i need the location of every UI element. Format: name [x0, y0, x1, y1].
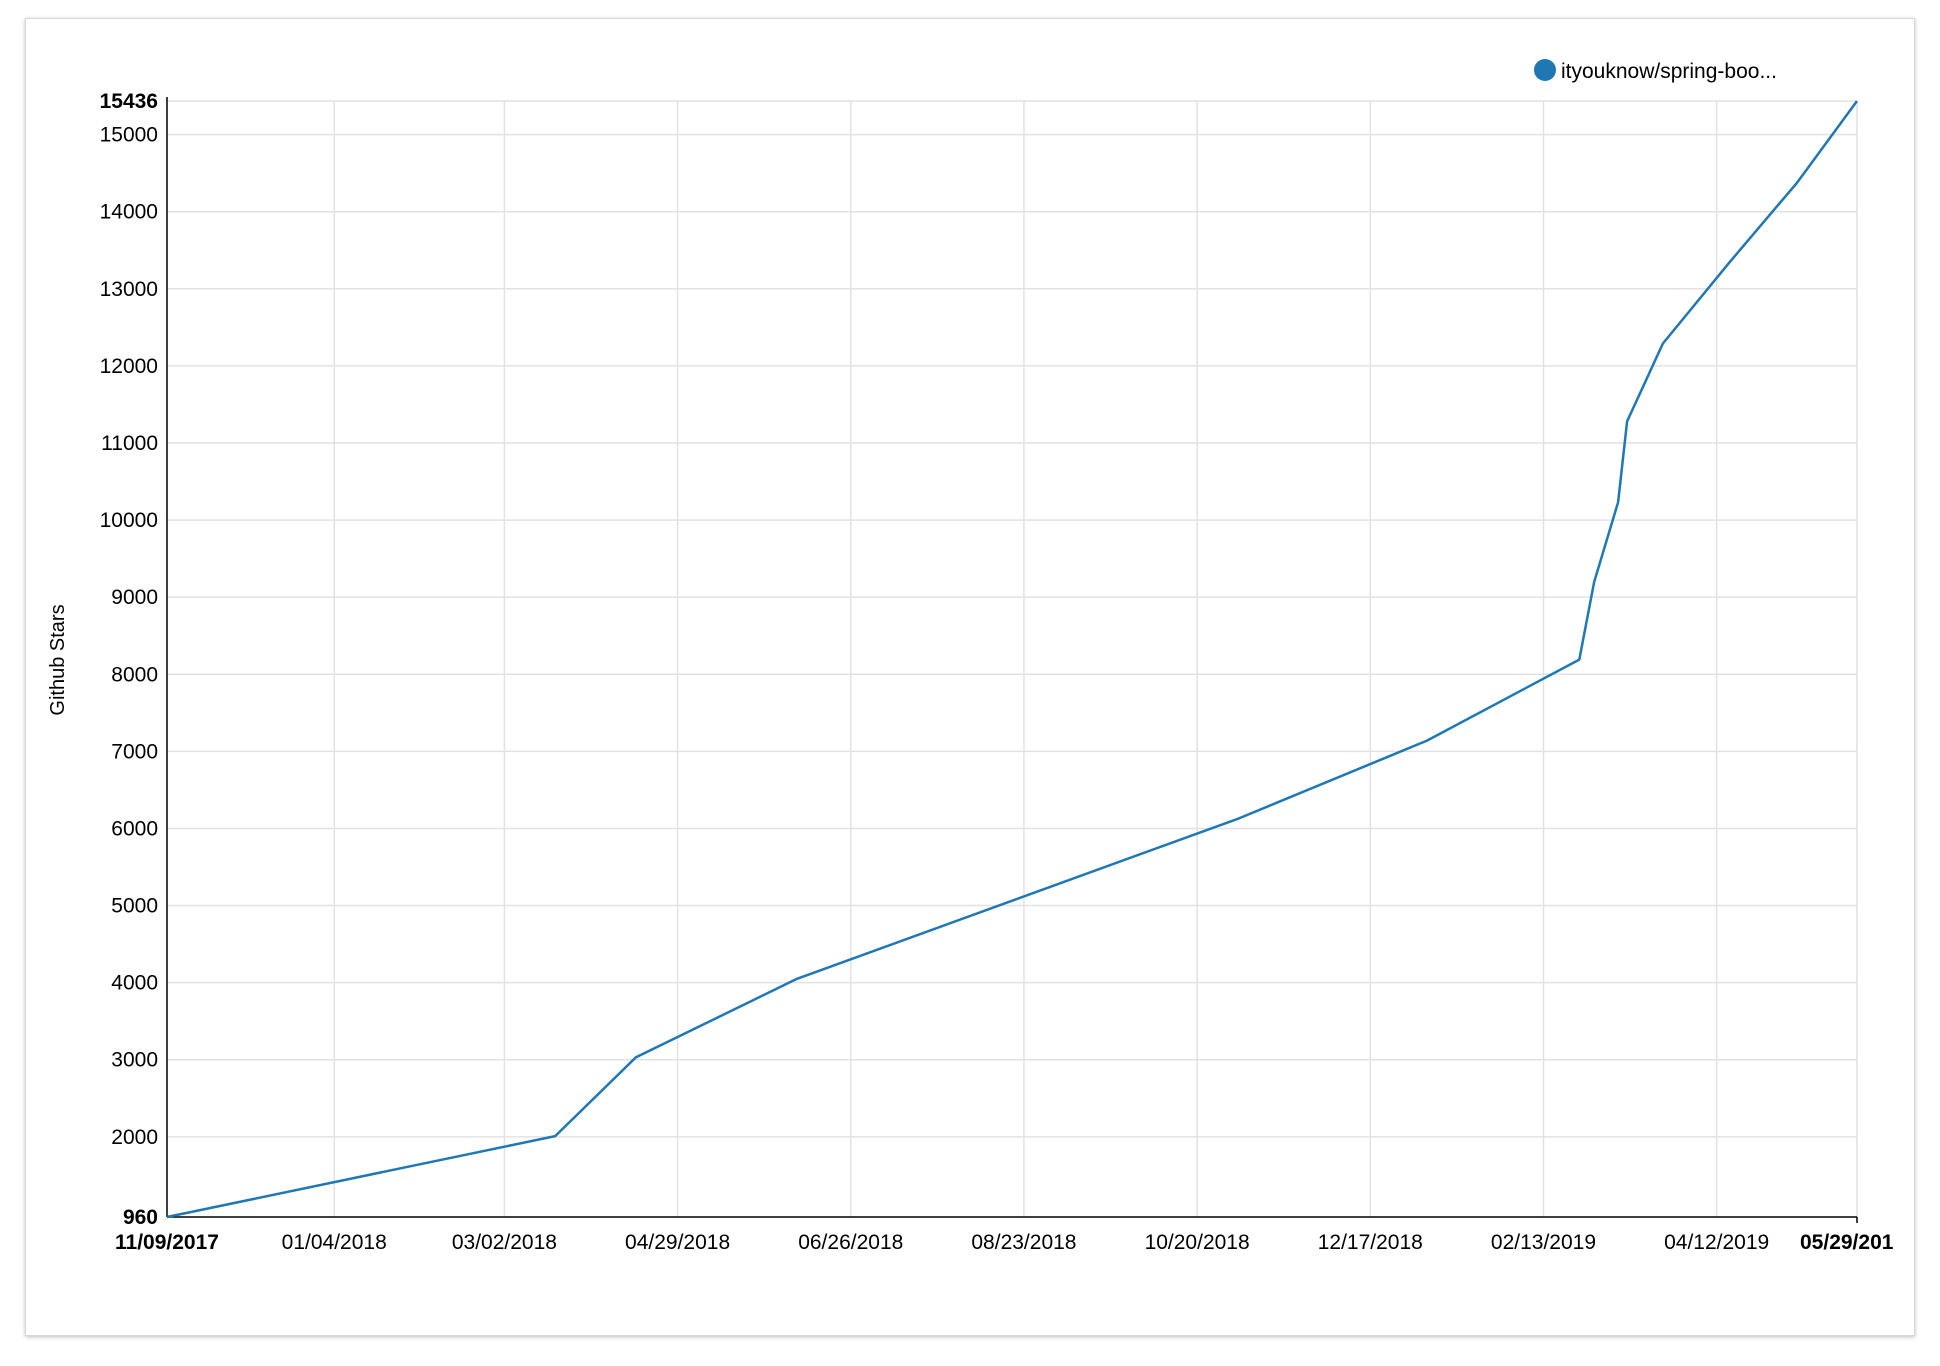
- y-tick-label: 8000: [111, 663, 158, 686]
- y-tick-label: 11000: [101, 432, 158, 455]
- y-tick-label: 14000: [100, 201, 158, 224]
- y-tick-label: 15436: [100, 90, 158, 113]
- x-gridlines: [333, 101, 1858, 1217]
- x-tick-label: 04/12/2019: [1664, 1231, 1769, 1254]
- x-tick-label: 03/02/2018: [452, 1231, 557, 1254]
- legend[interactable]: ityouknow/spring-boo...: [1534, 59, 1777, 83]
- series-layer: [166, 100, 1859, 1219]
- x-tick-label: 05/29/201: [1800, 1231, 1894, 1254]
- y-tick-label: 15000: [100, 124, 158, 147]
- axes: [166, 97, 1858, 1223]
- x-tick-label: 08/23/2018: [971, 1231, 1076, 1254]
- x-tick-label: 01/04/2018: [282, 1231, 387, 1254]
- y-tick-label: 3000: [111, 1049, 158, 1072]
- y-tick-label: 12000: [100, 355, 158, 378]
- x-tick-labels: 11/09/2017 01/04/2018 03/02/2018 04/29/2018…: [115, 1231, 1894, 1254]
- series-line-0[interactable]: [166, 100, 1859, 1219]
- y-tick-label: 960: [123, 1206, 158, 1229]
- y-tick-label: 13000: [100, 278, 158, 301]
- legend-swatch-icon: [1534, 59, 1556, 81]
- y-gridlines: [167, 100, 1857, 1138]
- y-tick-label: 10000: [100, 509, 158, 532]
- y-tick-label: 4000: [111, 972, 158, 995]
- chart-card: [25, 18, 1915, 1336]
- x-tick-label: 02/13/2019: [1491, 1231, 1596, 1254]
- x-tick-label: 10/20/2018: [1145, 1231, 1250, 1254]
- x-tick-label: 04/29/2018: [625, 1231, 730, 1254]
- y-tick-label: 9000: [111, 586, 158, 609]
- x-tick-label: 11/09/2017: [115, 1231, 219, 1254]
- x-tick-label: 06/26/2018: [798, 1231, 903, 1254]
- y-axis-label: Github Stars: [47, 604, 69, 715]
- x-tick-label: 12/17/2018: [1318, 1231, 1423, 1254]
- y-tick-label: 5000: [111, 895, 158, 918]
- legend-label: ityouknow/spring-boo...: [1561, 60, 1777, 83]
- y-tick-labels: 960 2000 3000 4000 5000 6000 7000 8000 9000 10000…: [100, 90, 158, 1229]
- y-tick-label: 6000: [111, 817, 158, 840]
- y-tick-label: 2000: [111, 1126, 158, 1149]
- y-tick-label: 7000: [111, 740, 158, 763]
